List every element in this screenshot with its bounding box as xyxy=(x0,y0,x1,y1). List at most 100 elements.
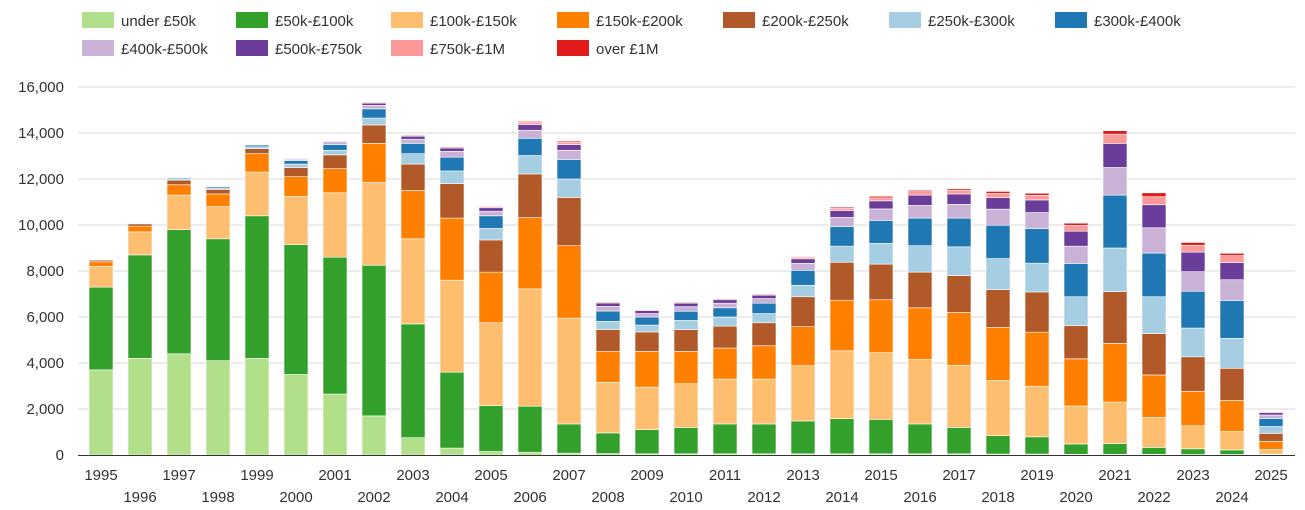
bar-2002-series-7 xyxy=(361,105,387,110)
bar-2017-series-1 xyxy=(946,427,972,455)
bar-2023-series-7 xyxy=(1180,271,1206,292)
bar-2006-series-6 xyxy=(517,137,543,156)
bar-2014-series-6 xyxy=(829,226,855,247)
bar-2024-series-4 xyxy=(1219,367,1245,401)
bar-2012-series-1 xyxy=(751,423,777,455)
legend-label-2: £100k-£150k xyxy=(430,13,517,30)
bar-stack-2003 xyxy=(400,134,426,456)
bar-2018-series-2 xyxy=(985,380,1011,436)
bar-2020-series-9 xyxy=(1063,225,1089,232)
bar-2010-series-8 xyxy=(673,302,699,307)
bar-2013-series-6 xyxy=(790,270,816,286)
bar-2006-series-5 xyxy=(517,155,543,175)
bar-2020-series-5 xyxy=(1063,296,1089,326)
bar-2020-series-4 xyxy=(1063,325,1089,360)
bar-2017-series-10 xyxy=(946,188,972,191)
bar-2015-series-3 xyxy=(868,299,894,353)
bar-2002-series-0 xyxy=(361,415,387,456)
bar-2008-series-6 xyxy=(595,310,621,322)
bar-2023-series-9 xyxy=(1180,244,1206,253)
bar-2000-series-6 xyxy=(283,160,309,165)
legend-label-0: under £50k xyxy=(121,13,197,30)
bar-2003-series-6 xyxy=(400,143,426,155)
y-axis: 0 2,000 4,000 6,000 8,000 10,000 12,000 14,000 1… xyxy=(18,79,64,464)
bar-2018-series-6 xyxy=(985,224,1011,259)
bar-2005-series-4 xyxy=(478,239,504,273)
bar-2021-series-10 xyxy=(1102,130,1128,135)
bar-2010-series-5 xyxy=(673,320,699,330)
bar-2009-series-2 xyxy=(634,386,660,430)
bar-2020-series-10 xyxy=(1063,222,1089,226)
bar-2012-series-6 xyxy=(751,302,777,314)
bar-stack-2022 xyxy=(1141,192,1167,456)
bar-2004-series-5 xyxy=(439,170,465,184)
bar-2016-series-3 xyxy=(907,307,933,360)
legend-label-9: £750k-£1M xyxy=(430,41,505,58)
bar-stack-2001 xyxy=(322,140,348,456)
bar-2024-series-3 xyxy=(1219,400,1245,432)
bar-2003-series-3 xyxy=(400,190,426,240)
bar-2024-series-2 xyxy=(1219,431,1245,451)
bar-2011-series-5 xyxy=(712,316,738,327)
bar-2009-series-3 xyxy=(634,351,660,388)
bars xyxy=(88,101,1284,456)
bar-2005-series-2 xyxy=(478,322,504,406)
bar-2007-series-9 xyxy=(556,141,582,145)
bar-2019-series-2 xyxy=(1024,385,1050,438)
bar-2017-series-6 xyxy=(946,217,972,248)
x-tick-label-2003: 2003 xyxy=(396,467,429,484)
x-tick-label-2021: 2021 xyxy=(1098,467,1131,484)
legend-swatch-3 xyxy=(557,12,589,28)
bar-2013-series-1 xyxy=(790,420,816,455)
bar-2006-series-10 xyxy=(517,120,543,123)
bar-2015-series-8 xyxy=(868,200,894,210)
x-tick-label-2007: 2007 xyxy=(552,467,585,484)
bar-2014-series-10 xyxy=(829,206,855,209)
bar-2025-series-6 xyxy=(1258,418,1284,427)
legend-swatch-1 xyxy=(236,12,268,28)
legend-swatch-10 xyxy=(557,40,589,56)
bar-2009-series-4 xyxy=(634,331,660,352)
legend-label-10: over £1M xyxy=(596,41,659,58)
bar-1998-series-4 xyxy=(205,189,231,195)
bar-2008-series-5 xyxy=(595,321,621,330)
bar-2014-series-5 xyxy=(829,245,855,263)
bar-2016-series-1 xyxy=(907,423,933,455)
x-tick-label-2008: 2008 xyxy=(591,489,624,506)
bar-1995-series-2 xyxy=(88,266,114,288)
bar-2024-series-8 xyxy=(1219,262,1245,281)
bar-2018-series-5 xyxy=(985,258,1011,290)
legend-swatch-4 xyxy=(723,12,755,28)
bar-1997-series-1 xyxy=(166,229,192,355)
bar-2002-series-8 xyxy=(361,102,387,106)
legend-swatch-9 xyxy=(391,40,423,56)
bar-2012-series-7 xyxy=(751,298,777,304)
bar-2004-series-0 xyxy=(439,447,465,456)
bar-2018-series-3 xyxy=(985,327,1011,381)
bar-1999-series-0 xyxy=(244,358,270,456)
bar-2022-series-2 xyxy=(1141,417,1167,448)
bar-2006-series-3 xyxy=(517,217,543,290)
y-tick-label-3: 6,000 xyxy=(26,309,64,326)
bar-2007-series-8 xyxy=(556,144,582,151)
bar-2011-series-3 xyxy=(712,347,738,380)
x-tick-label-2005: 2005 xyxy=(474,467,507,484)
bar-2009-series-7 xyxy=(634,313,660,318)
x-tick-label-2006: 2006 xyxy=(513,489,546,506)
bar-1997-series-3 xyxy=(166,184,192,196)
x-tick-label-2002: 2002 xyxy=(357,489,390,506)
bar-2018-series-10 xyxy=(985,191,1011,194)
bar-2002-series-4 xyxy=(361,124,387,144)
bar-2000-series-4 xyxy=(283,167,309,177)
bar-2018-series-4 xyxy=(985,289,1011,328)
bar-2022-series-10 xyxy=(1141,192,1167,198)
bar-2000-series-0 xyxy=(283,374,309,456)
bar-stack-2008 xyxy=(595,301,621,456)
y-tick-label-0: 0 xyxy=(56,447,64,464)
x-tick-label-2024: 2024 xyxy=(1215,489,1248,506)
bar-2018-series-1 xyxy=(985,435,1011,455)
x-tick-label-2013: 2013 xyxy=(786,467,819,484)
bar-2018-series-9 xyxy=(985,193,1011,198)
bar-2014-series-8 xyxy=(829,210,855,218)
